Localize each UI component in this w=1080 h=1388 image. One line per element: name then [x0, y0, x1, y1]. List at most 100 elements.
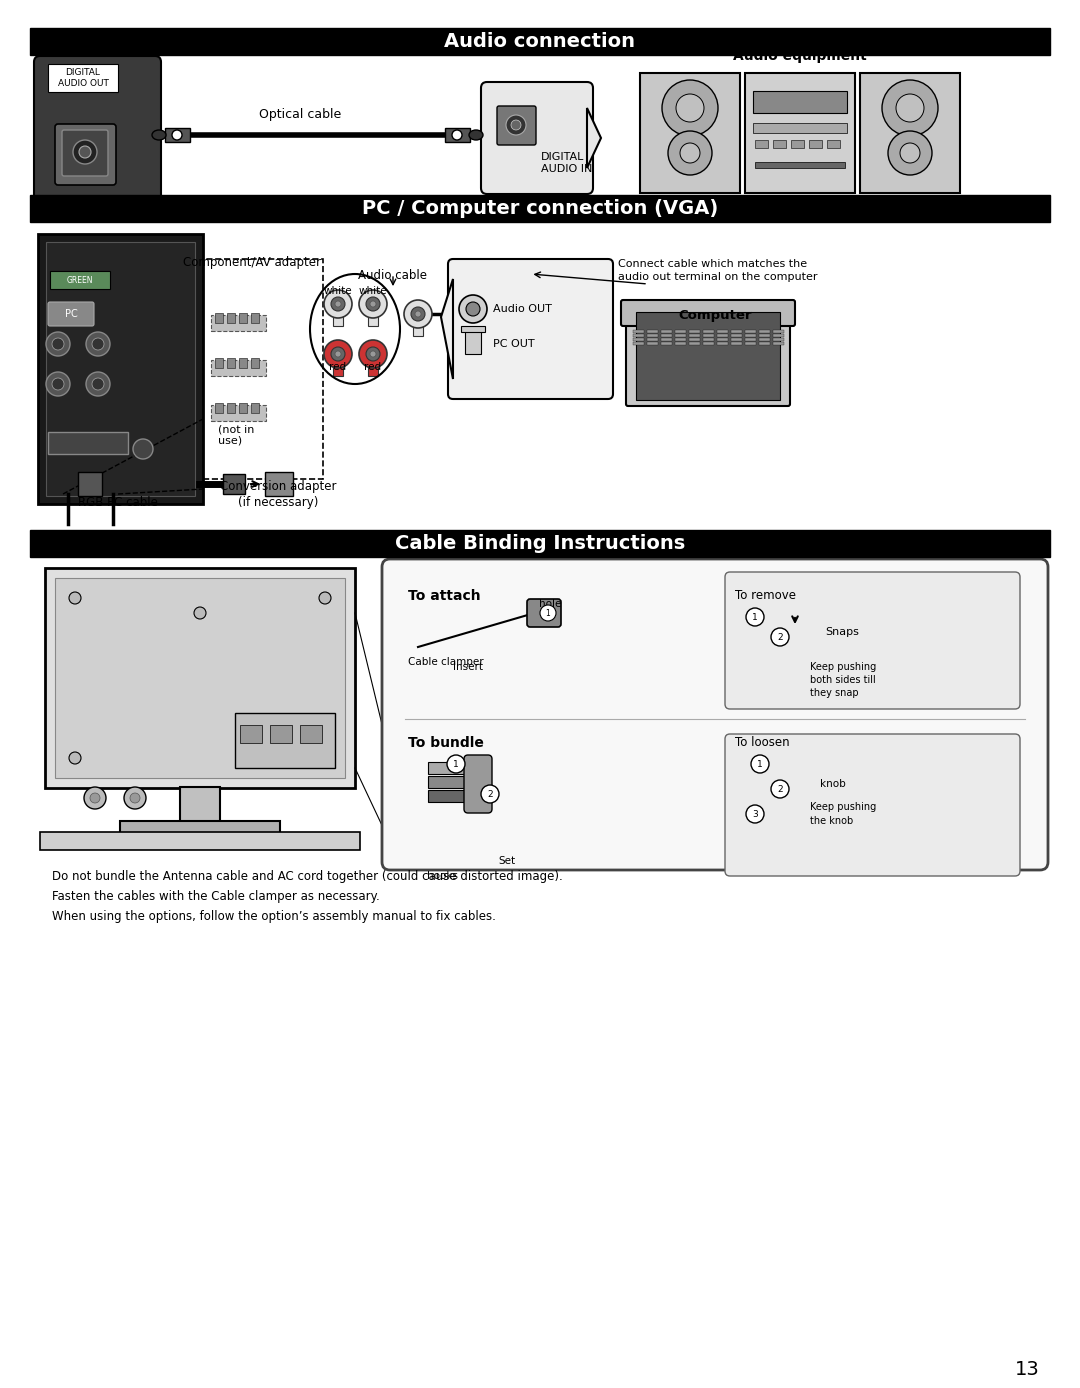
Circle shape: [69, 752, 81, 763]
Bar: [46, 242, 195, 496]
Circle shape: [324, 340, 352, 368]
Text: (not in
use): (not in use): [218, 423, 255, 446]
Bar: [211, 315, 266, 330]
Bar: [675, 330, 686, 333]
Bar: [717, 330, 728, 333]
Text: PC OUT: PC OUT: [492, 339, 535, 348]
Bar: [640, 74, 740, 193]
Text: 13: 13: [1015, 1360, 1040, 1380]
Bar: [227, 358, 235, 368]
Circle shape: [511, 119, 521, 130]
Circle shape: [194, 607, 206, 619]
Bar: [48, 432, 129, 454]
Bar: [759, 339, 770, 341]
Text: Connect cable which matches the
audio out terminal on the computer: Connect cable which matches the audio ou…: [618, 260, 818, 282]
Polygon shape: [441, 279, 453, 379]
Text: red: red: [364, 362, 381, 372]
Text: Keep pushing
the knob: Keep pushing the knob: [810, 802, 876, 826]
Circle shape: [366, 297, 380, 311]
Bar: [300, 725, 322, 743]
Bar: [791, 140, 804, 149]
Bar: [428, 762, 483, 775]
Bar: [809, 140, 822, 149]
Bar: [689, 335, 700, 337]
Ellipse shape: [172, 130, 183, 140]
Text: white: white: [324, 286, 352, 296]
Bar: [731, 335, 742, 337]
Bar: [227, 314, 235, 323]
FancyBboxPatch shape: [464, 755, 492, 813]
Bar: [731, 341, 742, 346]
Bar: [755, 140, 768, 149]
Bar: [239, 314, 247, 323]
Bar: [428, 776, 483, 788]
Bar: [215, 314, 222, 323]
Bar: [860, 74, 960, 193]
Bar: [215, 403, 222, 414]
Bar: [745, 339, 756, 341]
Circle shape: [896, 94, 924, 122]
Circle shape: [324, 290, 352, 318]
Circle shape: [359, 340, 387, 368]
Bar: [675, 341, 686, 346]
Circle shape: [680, 143, 700, 162]
Bar: [717, 341, 728, 346]
FancyBboxPatch shape: [481, 82, 593, 194]
Bar: [703, 341, 714, 346]
Bar: [759, 341, 770, 346]
Bar: [661, 341, 672, 346]
Bar: [773, 341, 784, 346]
Circle shape: [481, 786, 499, 804]
Bar: [55, 577, 345, 779]
Circle shape: [507, 115, 526, 135]
Text: Computer: Computer: [678, 310, 752, 322]
Circle shape: [771, 780, 789, 798]
Bar: [428, 790, 483, 802]
Text: 2: 2: [778, 633, 783, 641]
Circle shape: [746, 608, 764, 626]
Text: 1: 1: [757, 759, 762, 769]
Bar: [180, 787, 220, 823]
Bar: [636, 312, 780, 400]
Circle shape: [319, 593, 330, 604]
FancyBboxPatch shape: [527, 600, 561, 627]
Circle shape: [540, 605, 556, 620]
Bar: [50, 271, 110, 289]
Bar: [30, 194, 1050, 222]
Bar: [251, 403, 259, 414]
Circle shape: [130, 793, 140, 804]
Circle shape: [447, 755, 465, 773]
Bar: [633, 330, 644, 333]
Bar: [227, 403, 235, 414]
Bar: [661, 330, 672, 333]
Circle shape: [69, 593, 81, 604]
Bar: [215, 358, 222, 368]
Bar: [647, 339, 658, 341]
FancyBboxPatch shape: [48, 303, 94, 326]
Circle shape: [662, 81, 718, 136]
Bar: [689, 341, 700, 346]
Bar: [333, 354, 343, 376]
Circle shape: [370, 351, 376, 357]
Bar: [45, 568, 355, 788]
Text: 3: 3: [752, 809, 758, 819]
Bar: [703, 339, 714, 341]
FancyBboxPatch shape: [626, 303, 789, 407]
Bar: [211, 359, 266, 376]
Bar: [689, 339, 700, 341]
Bar: [755, 162, 845, 168]
Circle shape: [330, 347, 345, 361]
Text: hooks: hooks: [428, 872, 459, 881]
Circle shape: [404, 300, 432, 328]
Bar: [633, 339, 644, 341]
Bar: [48, 64, 118, 92]
Text: Audio cable: Audio cable: [359, 269, 428, 282]
Bar: [773, 339, 784, 341]
Circle shape: [746, 805, 764, 823]
Circle shape: [46, 372, 70, 396]
Bar: [717, 339, 728, 341]
Bar: [647, 335, 658, 337]
Ellipse shape: [469, 130, 483, 140]
FancyBboxPatch shape: [33, 56, 161, 208]
Bar: [165, 128, 190, 142]
